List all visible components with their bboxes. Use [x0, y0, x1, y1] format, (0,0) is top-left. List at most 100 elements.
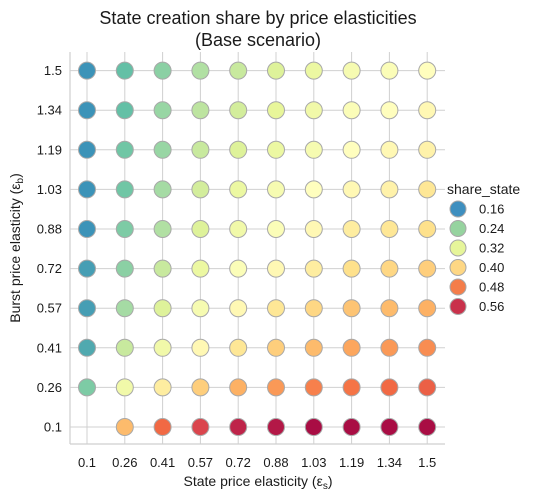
- x-axis-label-end: ): [328, 473, 333, 489]
- data-point: [153, 378, 172, 397]
- data-point: [153, 338, 172, 357]
- data-point: [229, 259, 248, 278]
- data-point: [380, 418, 399, 436]
- y-axis-label: Burst price elasticity (εb): [7, 173, 26, 323]
- y-tick-label: 0.1: [44, 420, 62, 435]
- data-point: [78, 299, 96, 318]
- data-point: [267, 140, 285, 159]
- data-point: [153, 61, 172, 80]
- data-point: [115, 220, 134, 238]
- legend-marker: [449, 220, 467, 237]
- data-point: [380, 259, 399, 278]
- data-point: [191, 220, 210, 238]
- data-point: [380, 61, 399, 80]
- data-point: [191, 299, 210, 318]
- data-point: [342, 338, 361, 357]
- x-tick-label: 0.41: [150, 455, 175, 470]
- legend-label: 0.16: [479, 202, 504, 217]
- data-point: [153, 180, 172, 199]
- data-point: [191, 180, 210, 199]
- legend-marker: [449, 239, 467, 257]
- x-tick-label: 0.72: [226, 455, 251, 470]
- y-tick-label: 0.26: [37, 380, 62, 395]
- x-tick-label: 1.03: [301, 455, 326, 470]
- y-tick-labels: 0.1 0.26 0.41 0.57 0.72 0.88 1.03 1.19 1.34 1.5: [37, 63, 62, 434]
- data-point: [229, 299, 248, 318]
- data-point: [153, 220, 172, 238]
- y-axis-label-subscript: b: [15, 177, 26, 183]
- data-point: [115, 259, 134, 278]
- data-point: [418, 299, 437, 318]
- x-tick-label: 0.26: [112, 455, 137, 470]
- data-point: [304, 418, 323, 436]
- data-point: [191, 259, 210, 278]
- data-point: [418, 220, 437, 238]
- x-tick-label: 1.19: [339, 455, 364, 470]
- data-point: [342, 101, 361, 120]
- legend-marker: [449, 278, 467, 296]
- data-point: [153, 299, 172, 318]
- x-tick-label: 0.57: [188, 455, 213, 470]
- x-axis-label: State price elasticity (εs): [184, 473, 333, 492]
- data-point: [418, 180, 437, 199]
- data-point: [380, 220, 399, 238]
- data-point: [115, 418, 134, 436]
- legend-marker: [449, 259, 467, 276]
- data-point: [304, 338, 323, 357]
- data-point: [380, 140, 399, 159]
- data-point: [380, 378, 399, 397]
- data-point: [418, 259, 437, 278]
- y-tick-label: 0.57: [37, 301, 62, 316]
- y-tick-label: 1.34: [37, 103, 62, 118]
- data-point: [153, 101, 172, 120]
- y-tick-label: 0.88: [37, 222, 62, 237]
- data-point: [304, 61, 323, 80]
- chart-title-line-1: State creation share by price elasticiti…: [99, 8, 416, 28]
- data-point: [115, 140, 134, 159]
- data-point: [342, 140, 361, 159]
- data-point: [267, 418, 285, 436]
- x-axis-label-subscript: s: [323, 481, 328, 492]
- data-point: [229, 338, 248, 357]
- legend-marker: [449, 200, 467, 218]
- data-point: [78, 101, 96, 120]
- y-tick-label: 1.03: [37, 182, 62, 197]
- data-point: [267, 61, 285, 80]
- data-point: [115, 101, 134, 120]
- data-point: [229, 140, 248, 159]
- y-tick-label: 1.5: [44, 63, 62, 78]
- data-point: [380, 338, 399, 357]
- data-point: [115, 61, 134, 80]
- data-point: [229, 418, 248, 436]
- data-point: [78, 378, 96, 397]
- data-point: [267, 180, 285, 199]
- data-point: [78, 259, 96, 278]
- data-point: [229, 220, 248, 238]
- data-point: [418, 378, 437, 397]
- data-point: [418, 338, 437, 357]
- x-axis-label-main: State price elasticity (ε: [184, 473, 323, 489]
- data-point: [380, 299, 399, 318]
- chart-title-line-2: (Base scenario): [195, 30, 321, 50]
- data-point: [115, 299, 134, 318]
- y-tick-label: 0.72: [37, 261, 62, 276]
- data-point: [304, 378, 323, 397]
- data-point: [418, 140, 437, 159]
- y-axis-label-main: Burst price elasticity (ε: [7, 183, 23, 322]
- data-point: [342, 61, 361, 80]
- data-point: [267, 101, 285, 120]
- x-tick-label: 0.88: [263, 455, 288, 470]
- data-point: [229, 61, 248, 80]
- data-point: [191, 61, 210, 80]
- data-point: [267, 378, 285, 397]
- data-point: [304, 220, 323, 238]
- data-point: [342, 418, 361, 436]
- data-point: [418, 418, 437, 436]
- data-point: [304, 140, 323, 159]
- data-point: [191, 338, 210, 357]
- data-point: [342, 378, 361, 397]
- data-point: [78, 220, 96, 238]
- data-point: [304, 299, 323, 318]
- data-point: [115, 180, 134, 199]
